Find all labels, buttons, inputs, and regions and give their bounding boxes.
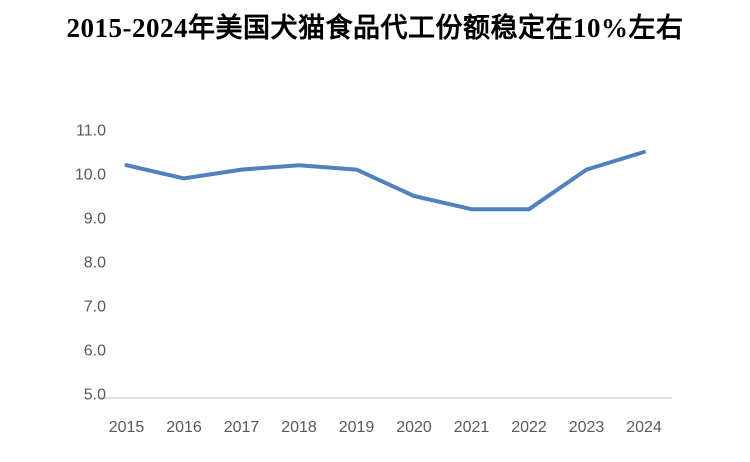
x-tick-label: 2024	[626, 419, 662, 436]
x-tick-label: 2017	[224, 419, 260, 436]
y-tick-label: 5.0	[84, 387, 106, 404]
y-tick-label: 7.0	[84, 299, 106, 316]
y-tick-label: 10.0	[75, 167, 106, 184]
x-tick-label: 2019	[339, 419, 375, 436]
y-tick-label: 11.0	[76, 123, 106, 140]
x-tick-label: 2020	[396, 419, 432, 436]
series-line	[124, 150, 646, 212]
y-tick-label: 6.0	[84, 343, 106, 360]
x-tick-label: 2023	[569, 419, 605, 436]
chart-title: 2015-2024年美国犬猫食品代工份额稳定在10%左右	[66, 13, 684, 43]
x-tick-label: 2016	[166, 419, 202, 436]
y-tick-label: 9.0	[84, 211, 106, 228]
x-tick-label: 2021	[454, 419, 490, 436]
y-tick-label: 8.0	[84, 255, 106, 272]
x-tick-label: 2018	[281, 419, 317, 436]
x-tick-label: 2022	[511, 419, 547, 436]
x-tick-label: 2015	[109, 419, 145, 436]
